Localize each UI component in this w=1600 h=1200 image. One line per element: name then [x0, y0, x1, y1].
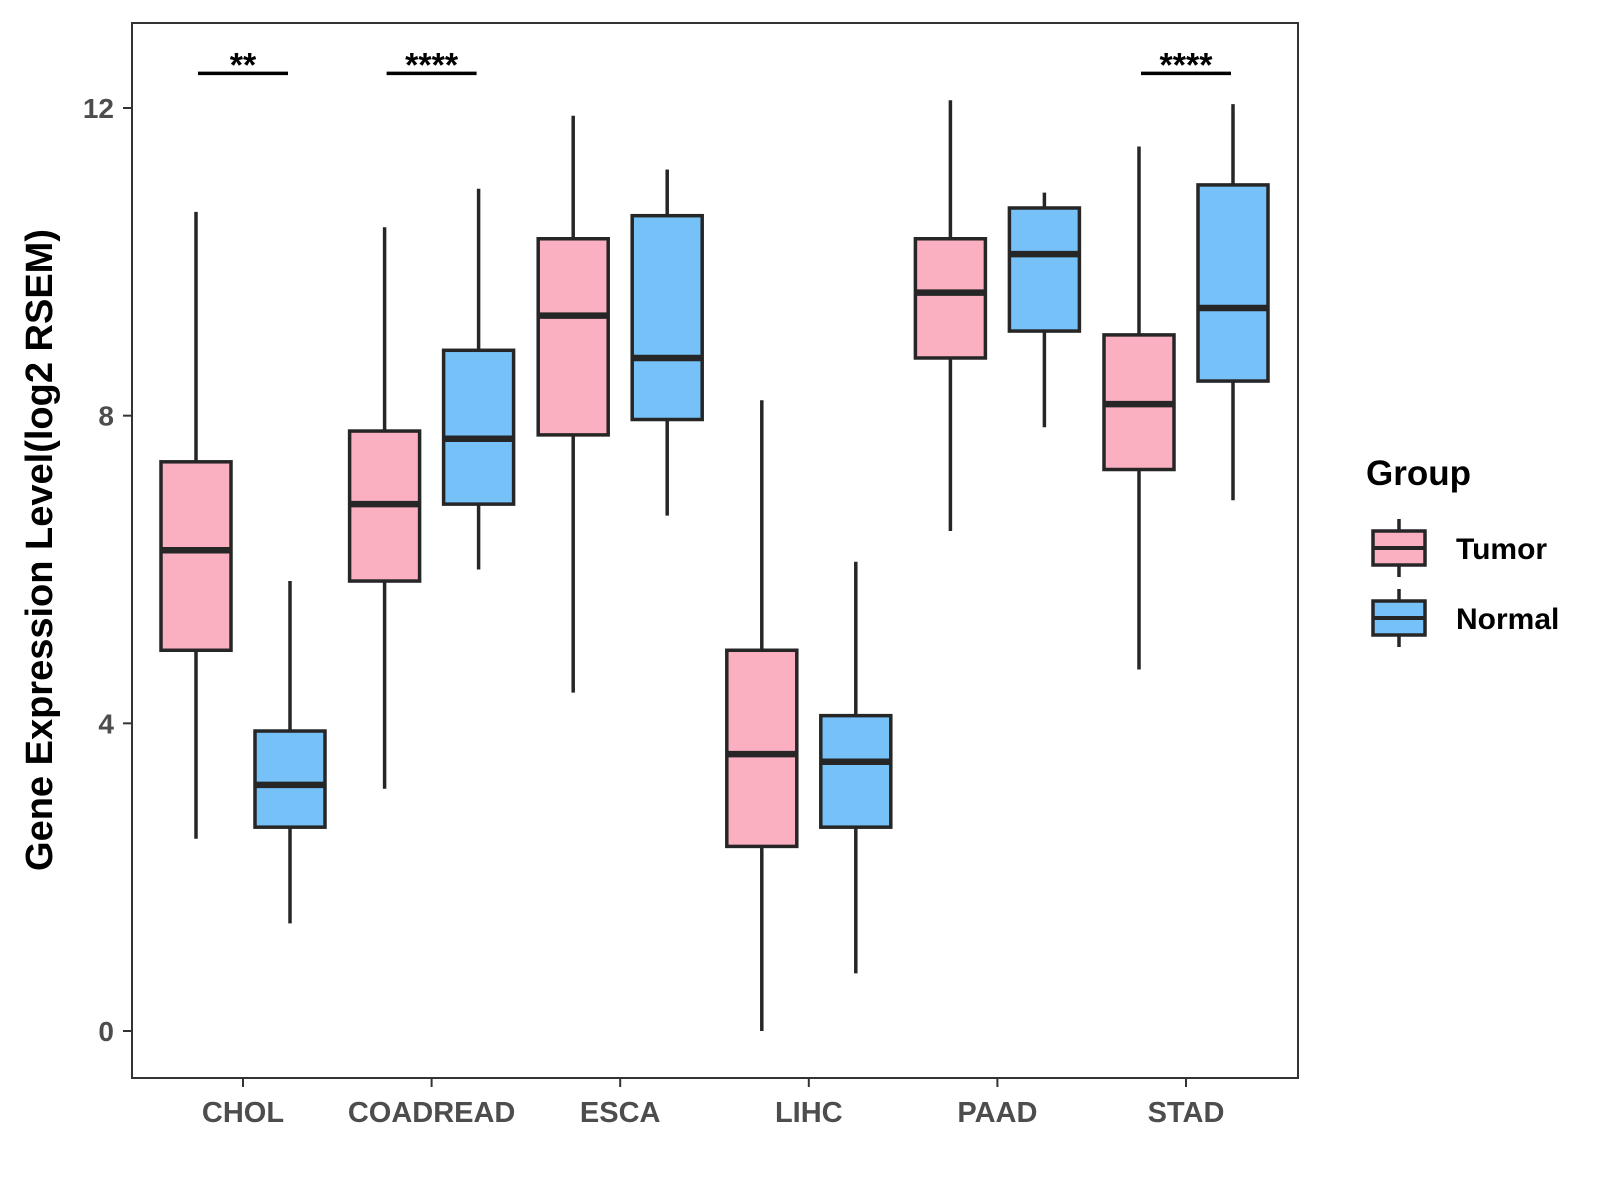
sig-label-coadread: **** [405, 46, 459, 84]
plot-panel-border [131, 22, 1299, 1079]
legend-label-normal: Normal [1456, 603, 1559, 636]
legend-label-tumor: Tumor [1456, 533, 1547, 566]
significance-annotations: ** **** **** [198, 46, 1231, 84]
box-normal-esca [630, 169, 704, 516]
box-body-normal-stad [1196, 183, 1270, 383]
box-body-normal-paad [1007, 206, 1082, 333]
x-tick-label-chol: CHOL [202, 1097, 284, 1129]
x-tick-label-lihc: LIHC [775, 1097, 843, 1129]
legend-title: Group [1366, 454, 1471, 493]
legend-entries: Tumor Normal [1371, 519, 1559, 647]
box-body-tumor-lihc [725, 648, 799, 849]
box-tumor-chol [159, 211, 233, 839]
box-body-tumor-esca [536, 237, 610, 437]
box-normal-chol [253, 581, 327, 924]
box-normal-coadread [441, 188, 516, 570]
box-tumor-stad [1102, 146, 1176, 670]
box-normal-lihc [819, 561, 893, 974]
y-axis: 0 4 8 12 [83, 93, 132, 1047]
y-tick-label-8: 8 [98, 401, 114, 432]
sig-label-stad: **** [1160, 46, 1214, 84]
box-body-normal-esca [630, 213, 704, 422]
y-axis-label: Gene Expression Level(log2 RSEM) [19, 229, 61, 871]
legend-item-normal: Normal [1371, 589, 1559, 647]
box-tumor-paad [913, 100, 988, 532]
box-body-tumor-paad [913, 237, 988, 360]
box-body-normal-coadread [441, 348, 516, 506]
sig-label-chol: ** [230, 46, 257, 84]
box-body-normal-chol [253, 729, 327, 829]
box-tumor-lihc [725, 400, 799, 1031]
box-body-tumor-chol [159, 460, 233, 653]
y-tick-label-12: 12 [83, 93, 114, 124]
x-tick-label-stad: STAD [1148, 1097, 1225, 1129]
box-normal-stad [1196, 104, 1270, 501]
box-body-normal-lihc [819, 713, 893, 829]
y-tick-label-0: 0 [98, 1016, 114, 1047]
box-normal-paad [1007, 192, 1082, 428]
x-axis: CHOL COADREAD ESCA LIHC PAAD STAD [202, 1078, 1224, 1129]
legend-item-tumor: Tumor [1371, 519, 1547, 577]
x-tick-label-coadread: COADREAD [348, 1097, 516, 1129]
x-tick-label-esca: ESCA [580, 1097, 661, 1129]
box-tumor-esca [536, 115, 610, 693]
box-tumor-coadread [347, 227, 422, 789]
y-tick-label-4: 4 [98, 708, 114, 739]
boxes-layer [159, 100, 1270, 1031]
x-tick-label-paad: PAAD [957, 1097, 1037, 1129]
legend: Group Tumor Normal [1366, 454, 1559, 647]
